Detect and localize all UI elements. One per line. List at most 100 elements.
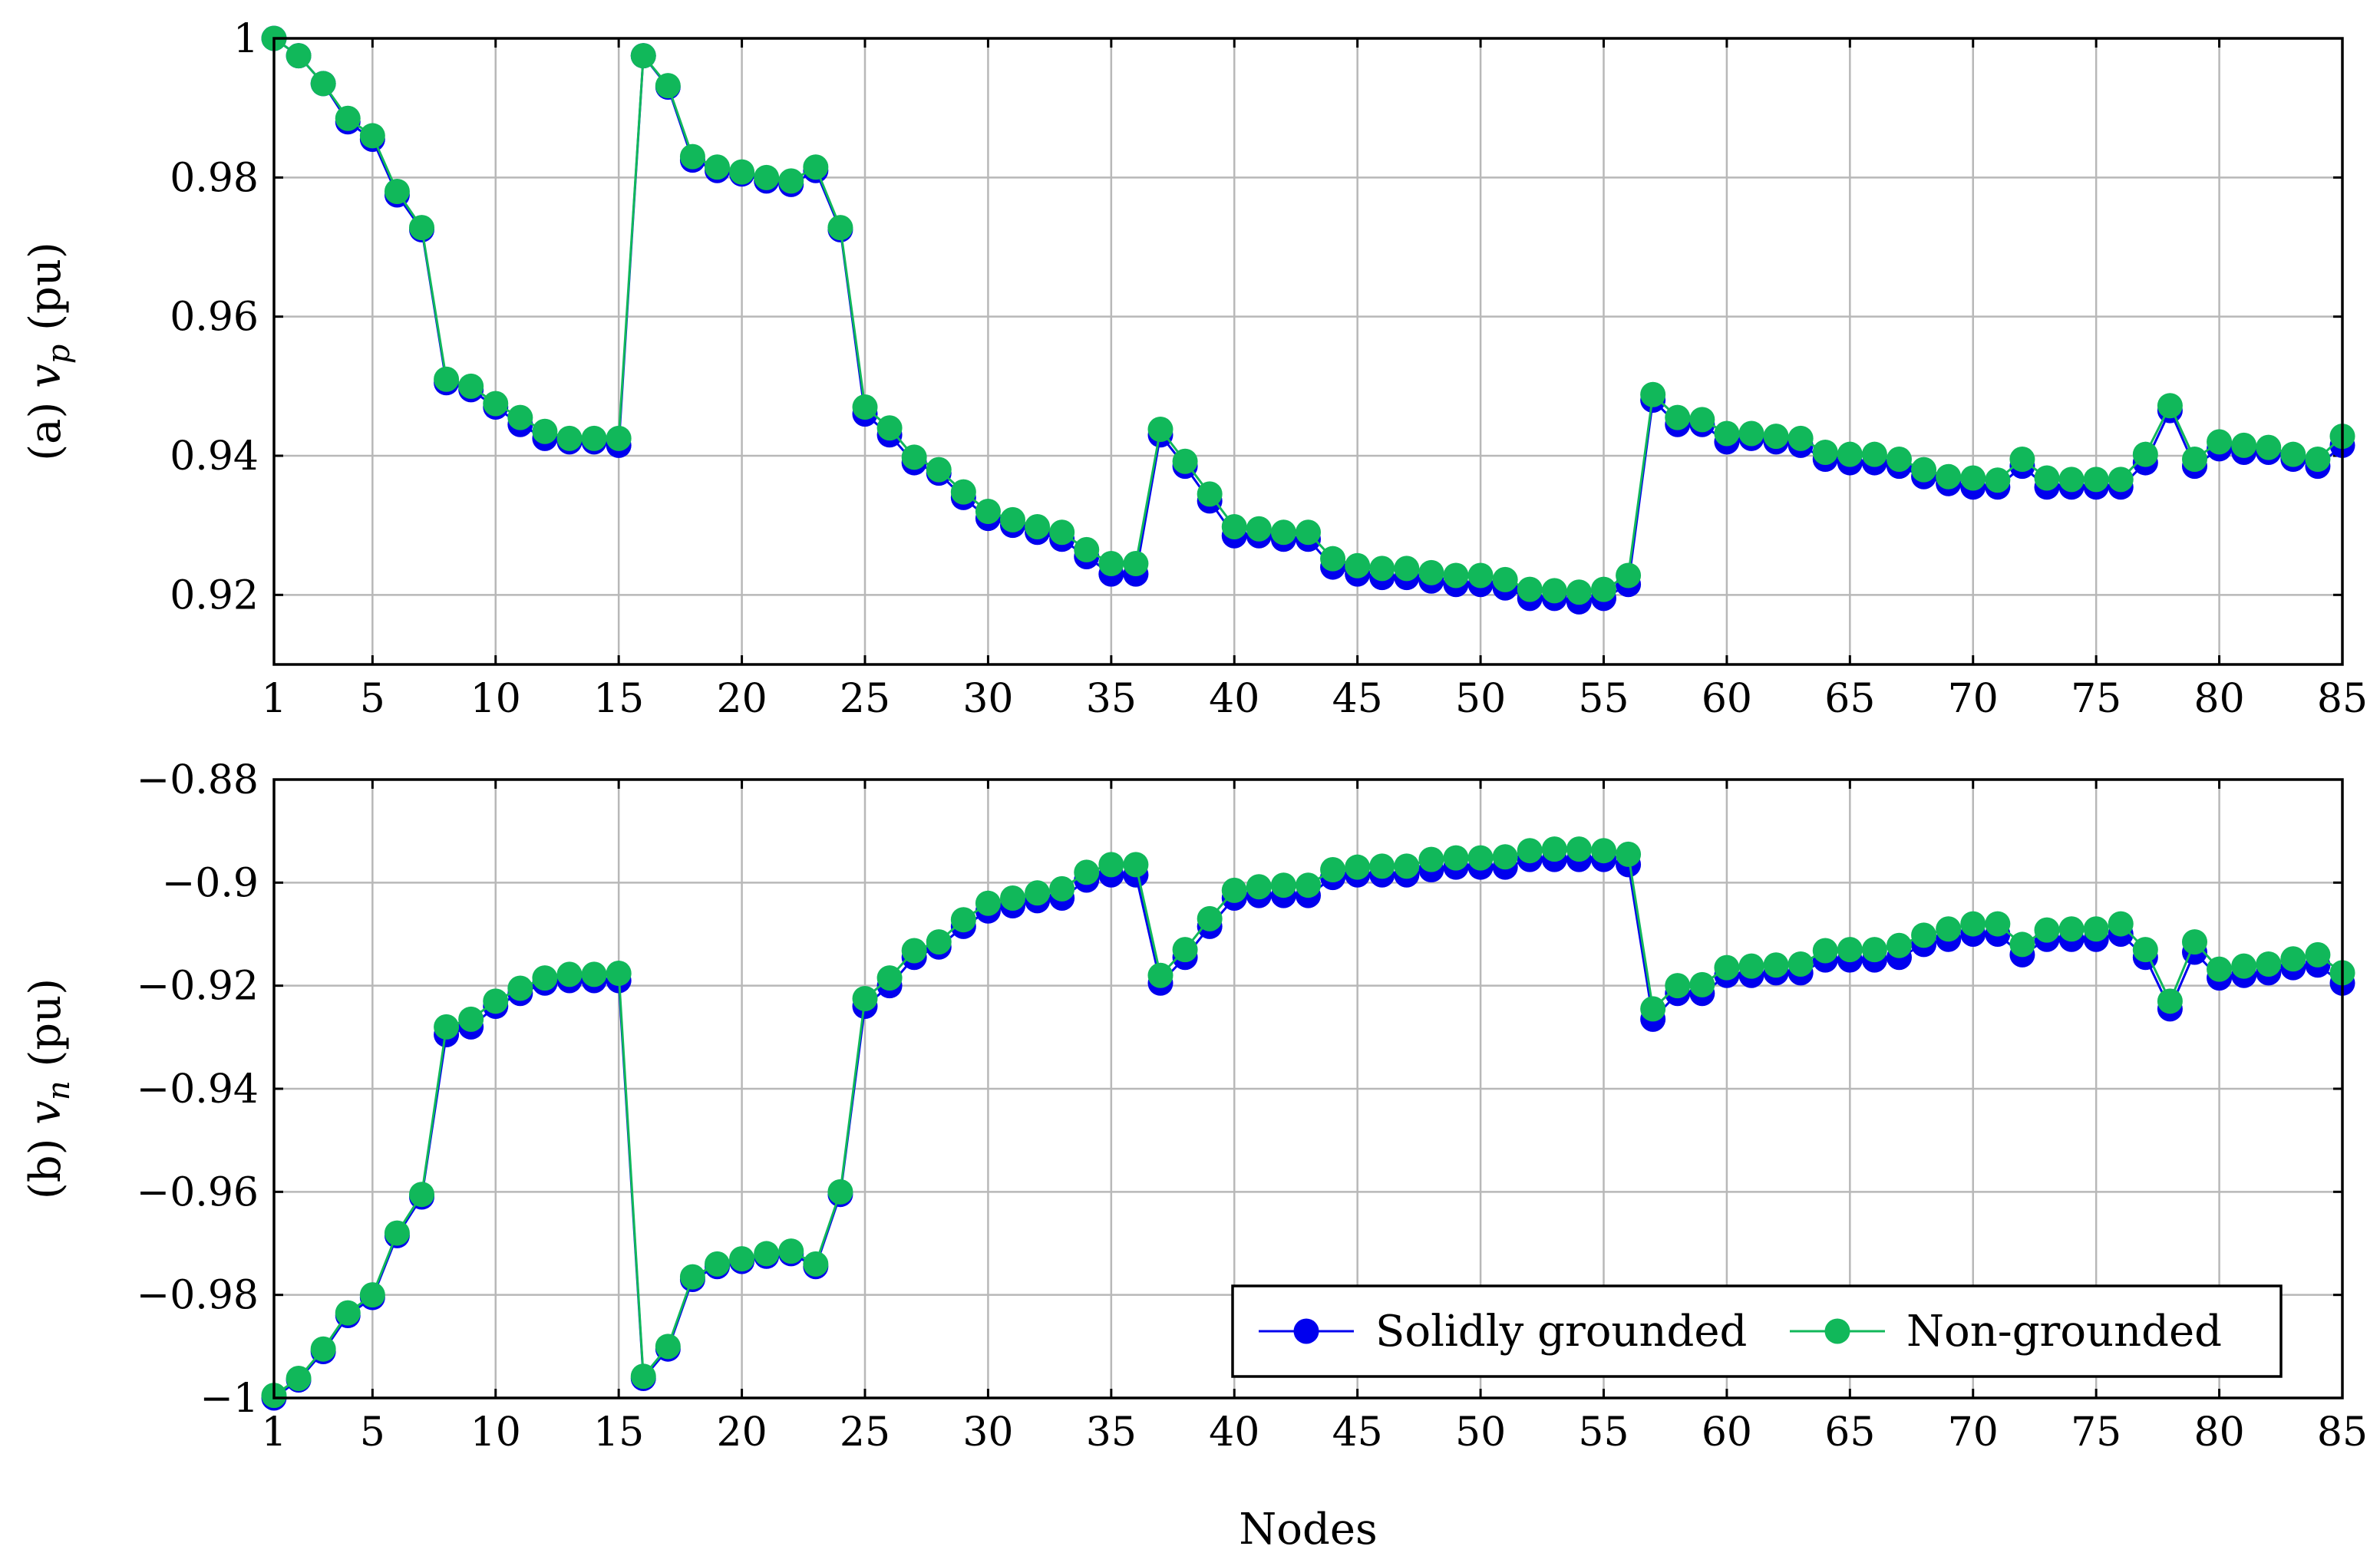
data-point: [926, 929, 952, 955]
data-point: [1738, 420, 1764, 447]
data-point: [1763, 952, 1789, 978]
data-point: [975, 499, 1001, 525]
data-point: [1296, 872, 1321, 898]
data-point: [1418, 846, 1444, 872]
data-point: [852, 394, 878, 420]
legend-box: [1231, 1284, 2283, 1378]
data-point: [754, 164, 780, 190]
data-point: [827, 215, 853, 241]
data-point: [1541, 578, 1567, 604]
data-point: [1492, 566, 1518, 592]
data-point: [1049, 519, 1075, 546]
data-point: [950, 479, 976, 505]
data-point: [1887, 447, 1912, 473]
data-point: [2207, 956, 2233, 982]
data-point: [483, 988, 509, 1014]
data-point: [950, 907, 976, 933]
data-point: [1418, 559, 1444, 585]
y-tick-label: −1: [200, 1376, 259, 1422]
legend-entry-solidly-grounded: Solidly grounded: [1259, 1307, 1747, 1357]
legend-marker: [1824, 1318, 1850, 1344]
data-point: [1787, 951, 1814, 977]
data-point: [384, 178, 410, 204]
data-point: [2058, 467, 2085, 493]
data-point: [581, 961, 607, 987]
data-point: [359, 123, 385, 149]
data-point: [1689, 407, 1715, 433]
data-point: [1320, 857, 1346, 883]
x-tick-label: 65: [1824, 1409, 1875, 1456]
x-tick-label: 30: [962, 676, 1013, 722]
data-point: [2058, 916, 2085, 942]
y-axis-label-subscript: n: [41, 1080, 77, 1100]
data-point: [1443, 562, 1469, 588]
data-point: [1492, 844, 1518, 870]
data-point: [2009, 931, 2035, 958]
data-point: [1000, 885, 1025, 911]
data-point: [434, 1014, 460, 1040]
data-point: [1689, 971, 1715, 997]
y-tick-label: 1: [233, 16, 259, 62]
data-point: [1714, 420, 1740, 447]
y-tick-label: −0.92: [137, 964, 259, 1010]
data-point: [1861, 441, 1887, 467]
data-point: [655, 73, 681, 99]
data-point: [729, 159, 755, 185]
data-point: [2108, 911, 2134, 937]
x-tick-label: 65: [1824, 676, 1875, 722]
x-tick-label: 1: [261, 1409, 286, 1456]
data-point: [1147, 417, 1173, 443]
data-point: [679, 1264, 705, 1290]
data-point: [1591, 576, 1616, 602]
data-point: [2083, 916, 2109, 942]
data-point: [630, 1363, 656, 1390]
data-point: [2305, 447, 2331, 473]
data-point: [1960, 465, 1986, 491]
legend-marker: [1293, 1318, 1319, 1344]
data-point: [1714, 954, 1740, 981]
data-point: [1369, 853, 1395, 879]
data-point: [384, 1220, 410, 1246]
x-tick-label: 20: [716, 1409, 767, 1456]
data-point: [1566, 579, 1592, 605]
x-tick-label: 75: [2071, 676, 2121, 722]
x-tick-label: 20: [716, 676, 767, 722]
data-point: [2256, 434, 2282, 460]
x-tick-label: 85: [2317, 676, 2368, 722]
y-tick-label: 0.98: [170, 155, 259, 201]
data-point: [2231, 953, 2257, 979]
y-axis-label: (a) vp (pu): [21, 242, 77, 461]
data-point: [2157, 393, 2183, 419]
data-point: [1246, 874, 1272, 900]
data-point: [1197, 481, 1223, 507]
data-point: [1443, 845, 1469, 871]
data-point: [507, 975, 533, 1001]
data-point: [483, 391, 509, 417]
plot-frame: [272, 778, 2344, 1400]
data-point: [2256, 951, 2282, 977]
x-tick-label: 45: [1332, 676, 1383, 722]
y-tick-label: 0.96: [170, 295, 259, 341]
data-point: [2280, 946, 2306, 972]
x-tick-label: 30: [962, 1409, 1013, 1456]
data-point: [1074, 536, 1100, 562]
data-point: [705, 1251, 730, 1277]
data-point: [754, 1241, 780, 1267]
y-axis-label: (b) vn (pu): [21, 978, 77, 1199]
data-point: [1616, 841, 1642, 867]
x-tick-label: 70: [1948, 676, 1999, 722]
y-axis-label-unit: (pu): [21, 242, 71, 344]
x-tick-label: 35: [1086, 676, 1137, 722]
y-tick-label: −0.94: [137, 1067, 259, 1113]
data-point: [581, 425, 607, 451]
data-point: [1147, 962, 1173, 988]
y-axis-label-prefix: (a): [21, 388, 71, 461]
y-tick-label: −0.9: [162, 860, 259, 906]
data-point: [1394, 853, 1420, 879]
x-tick-label: 45: [1332, 1409, 1383, 1456]
x-tick-label: 40: [1209, 676, 1259, 722]
y-axis-label-variable: v: [21, 1100, 71, 1125]
data-point: [1246, 516, 1272, 542]
x-tick-label: 50: [1455, 676, 1506, 722]
data-point: [606, 425, 632, 451]
